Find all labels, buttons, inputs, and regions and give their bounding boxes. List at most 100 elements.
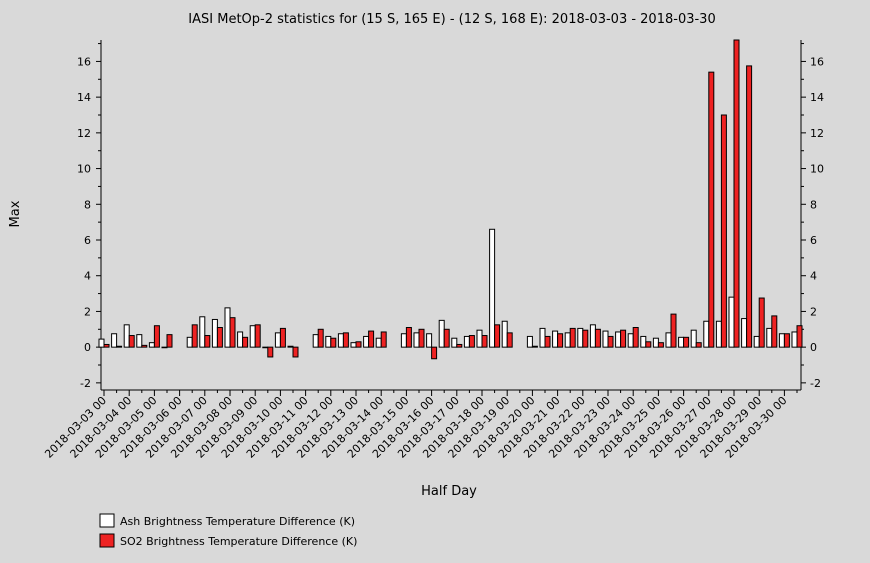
bar-ash	[375, 337, 382, 348]
bar-so2	[431, 346, 438, 360]
bar-ash	[451, 337, 458, 348]
bar-ash	[602, 330, 609, 348]
y-tick-label-right: 10	[810, 163, 824, 176]
bar-ash	[312, 334, 319, 348]
legend-swatch-so2	[99, 533, 115, 548]
bar-so2	[292, 346, 299, 358]
y-tick-label-right: 14	[810, 91, 824, 104]
bar-so2	[380, 331, 387, 348]
bar-ash	[690, 329, 697, 348]
bar-so2	[481, 335, 488, 348]
bar-ash	[526, 335, 533, 348]
bar-so2	[443, 328, 450, 348]
y-tick-label-left: 14	[77, 91, 91, 104]
bar-so2	[645, 341, 652, 348]
y-tick-label-right: 6	[810, 234, 817, 247]
bar-ash	[237, 331, 244, 348]
y-tick-label-right: 0	[810, 341, 817, 354]
bar-ash	[211, 318, 218, 348]
bar-ash	[148, 342, 155, 348]
bar-so2	[683, 336, 690, 348]
bar-ash	[539, 327, 546, 348]
y-tick-label-left: 12	[77, 127, 91, 140]
bar-so2	[418, 328, 425, 348]
bar-so2	[557, 333, 564, 348]
chart-title: IASI MetOp-2 statistics for (15 S, 165 E…	[188, 12, 715, 27]
legend-item-so2[interactable]: SO2 Brightness Temperature Difference (K…	[99, 533, 357, 548]
bar-ash	[627, 333, 634, 348]
bar-so2	[607, 335, 614, 348]
y-tick-label-left: 8	[84, 198, 91, 211]
bar-ash	[489, 228, 496, 348]
y-tick-label-right: 8	[810, 198, 817, 211]
bar-so2	[116, 345, 123, 348]
bar-ash	[678, 336, 685, 348]
bar-ash	[753, 335, 760, 348]
bar-ash	[350, 342, 357, 348]
bar-ash	[703, 320, 710, 348]
bar-so2	[128, 335, 135, 348]
y-axis-label: Max	[8, 200, 23, 227]
bar-ash	[741, 318, 748, 348]
bar-ash	[287, 345, 294, 348]
bar-so2	[582, 329, 589, 348]
legend-item-ash[interactable]: Ash Brightness Temperature Difference (K…	[99, 513, 355, 528]
bar-so2	[594, 328, 601, 348]
bar-so2	[254, 324, 261, 348]
bar-so2	[544, 335, 551, 348]
bar-so2	[708, 71, 715, 348]
bar-so2	[456, 343, 463, 348]
bar-so2	[506, 332, 513, 348]
bar-so2	[758, 297, 765, 348]
y-tick-label-right: 4	[810, 270, 817, 283]
bar-so2	[569, 327, 576, 348]
bar-ash	[715, 320, 722, 348]
x-axis-label: Half Day	[421, 484, 477, 499]
bar-so2	[267, 346, 274, 358]
bar-so2	[342, 332, 349, 348]
bar-ash	[262, 346, 269, 349]
legend-label-ash: Ash Brightness Temperature Difference (K…	[120, 515, 355, 528]
bar-ash	[501, 320, 508, 348]
legend-label-so2: SO2 Brightness Temperature Difference (K…	[120, 535, 357, 548]
y-tick-label-right: 2	[810, 305, 817, 318]
bar-so2	[229, 317, 236, 348]
bar-so2	[141, 344, 148, 348]
bar-so2	[166, 334, 173, 348]
bar-ash	[652, 337, 659, 348]
y-tick-label-left: -2	[80, 377, 91, 390]
bar-so2	[355, 341, 362, 348]
y-tick-label-left: 10	[77, 163, 91, 176]
bar-so2	[468, 335, 475, 348]
bar-so2	[330, 337, 337, 348]
legend-swatch-ash	[99, 513, 115, 528]
bar-ash	[615, 331, 622, 348]
bar-ash	[728, 296, 735, 348]
bar-so2	[796, 325, 803, 348]
bar-ash	[224, 307, 231, 348]
bar-so2	[191, 324, 198, 348]
bar-ash	[199, 316, 206, 348]
bar-so2	[494, 324, 501, 348]
bar-so2	[783, 333, 790, 348]
bar-ash	[564, 332, 571, 348]
bar-so2	[733, 39, 740, 348]
y-tick-label-right: 16	[810, 55, 824, 68]
bar-ash	[665, 332, 672, 348]
bar-ash	[589, 324, 596, 348]
bar-so2	[153, 325, 160, 348]
bar-ash	[337, 333, 344, 348]
bar-so2	[695, 342, 702, 348]
bar-so2	[670, 313, 677, 348]
bar-so2	[746, 65, 753, 348]
y-tick-label-left: 16	[77, 55, 91, 68]
y-tick-label-right: 12	[810, 127, 824, 140]
bar-ash	[438, 319, 445, 348]
bar-ash	[363, 335, 370, 348]
bar-ash	[552, 330, 559, 348]
bar-ash	[778, 333, 785, 348]
bar-ash	[123, 324, 130, 348]
bar-ash	[249, 325, 256, 348]
bar-ash	[111, 333, 118, 348]
